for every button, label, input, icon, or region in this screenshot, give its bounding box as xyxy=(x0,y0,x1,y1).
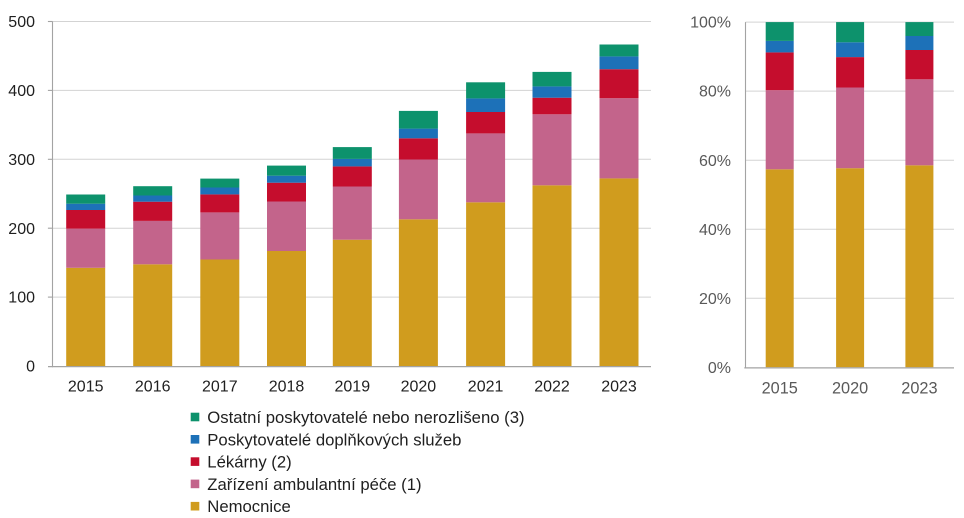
svg-text:2017: 2017 xyxy=(202,379,238,396)
svg-text:300: 300 xyxy=(8,152,35,169)
svg-text:2020: 2020 xyxy=(832,380,868,398)
svg-text:100%: 100% xyxy=(690,15,731,32)
svg-text:2020: 2020 xyxy=(401,379,437,396)
svg-text:2015: 2015 xyxy=(762,380,798,398)
svg-text:2021: 2021 xyxy=(468,379,504,396)
svg-text:2015: 2015 xyxy=(68,379,104,396)
svg-text:2023: 2023 xyxy=(601,379,637,396)
svg-text:20%: 20% xyxy=(699,291,731,308)
svg-text:Lékárny (2): Lékárny (2) xyxy=(207,453,291,472)
svg-text:0: 0 xyxy=(26,359,35,376)
svg-text:500: 500 xyxy=(8,14,35,31)
svg-text:40%: 40% xyxy=(699,222,731,239)
svg-text:2019: 2019 xyxy=(335,379,371,396)
svg-text:Zařízení ambulantní péče (1): Zařízení ambulantní péče (1) xyxy=(207,475,421,494)
svg-text:Ostatní poskytovatelé nebo ner: Ostatní poskytovatelé nebo nerozlišeno (… xyxy=(207,408,524,427)
svg-text:60%: 60% xyxy=(699,153,731,170)
svg-text:2018: 2018 xyxy=(269,379,305,396)
svg-text:Poskytovatelé doplňkových služ: Poskytovatelé doplňkových služeb xyxy=(207,430,461,449)
svg-text:100: 100 xyxy=(8,290,35,307)
svg-text:2022: 2022 xyxy=(534,379,570,396)
svg-text:80%: 80% xyxy=(699,84,731,101)
svg-text:Nemocnice: Nemocnice xyxy=(207,497,290,516)
svg-text:0%: 0% xyxy=(708,360,731,377)
svg-text:400: 400 xyxy=(8,83,35,100)
svg-text:2016: 2016 xyxy=(135,379,171,396)
svg-text:200: 200 xyxy=(8,221,35,238)
svg-text:2023: 2023 xyxy=(901,380,937,398)
